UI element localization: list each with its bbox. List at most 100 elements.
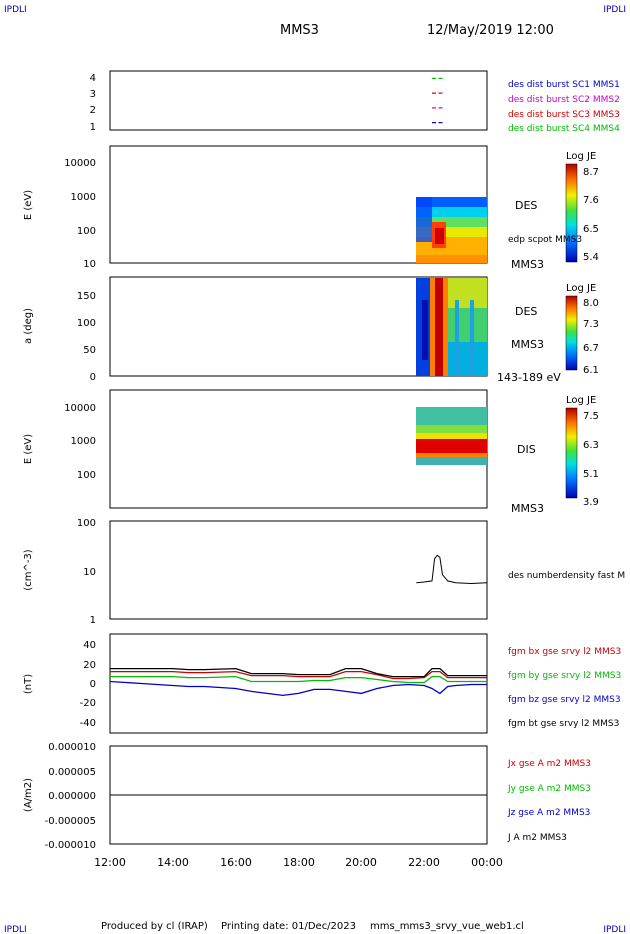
p4-sc-label: MMS3	[511, 502, 544, 515]
p3-ytick-100: 100	[77, 318, 96, 329]
dis-energy-spectrogram	[416, 407, 487, 465]
cbar-tick-p3-1: 7.3	[583, 319, 599, 330]
p5-legend-density: des numberdensity fast M	[508, 571, 625, 581]
p3-ytick-50: 50	[83, 345, 96, 356]
p1-legend-mms2: des dist burst SC2 MMS2	[508, 95, 620, 105]
panel-density-frame	[109, 520, 488, 620]
p6-ytick-20: 20	[83, 660, 96, 671]
p6-ytick-m20: -20	[80, 698, 96, 709]
p7-ytick-4: -0.000005	[45, 816, 96, 827]
header-datetime: 12/May/2019 12:00	[427, 23, 554, 38]
p3-ylabel: a (deg)	[23, 308, 34, 344]
p7-legend-jx: Jx gse A m2 MMS3	[507, 759, 591, 769]
p3-range-label: 143-189 eV	[497, 371, 561, 384]
cbar-tick-p4-3: 3.9	[583, 497, 599, 508]
p4-ytick-100: 100	[77, 470, 96, 481]
p2-ytick-100: 100	[77, 226, 96, 237]
p7-ytick-5: -0.000010	[45, 840, 96, 851]
p6-ylabel: (nT)	[23, 674, 34, 694]
p3-ytick-150: 150	[77, 291, 96, 302]
p4-ytick-10000: 10000	[64, 403, 96, 414]
cbar-title-dis-energy: Log JE	[566, 395, 596, 406]
p1-legend-mms4: des dist burst SC4 MMS4	[508, 124, 620, 134]
time-tick-2000: 20:00	[345, 856, 377, 869]
p1-legend-mms3: des dist burst SC3 MMS3	[508, 110, 620, 120]
panel-bfield-frame	[109, 633, 488, 734]
bfield-line-by	[110, 675, 487, 684]
cbar-tick-p4-2: 5.1	[583, 469, 599, 480]
p3-ytick-0: 0	[90, 372, 96, 383]
cbar-tick-p2-3: 5.4	[583, 252, 599, 263]
time-tick-1800: 18:00	[283, 856, 315, 869]
footer-file-name: mms_mms3_srvy_vue_web1.cl	[370, 921, 524, 932]
chart-marks	[109, 77, 488, 796]
p3-sc-label: MMS3	[511, 338, 544, 351]
p2-sub-label: edp scpot MMS3	[508, 235, 582, 245]
p1-ytick-2: 2	[90, 105, 96, 116]
p2-right-label: DES	[515, 199, 537, 212]
cbar-tick-p3-2: 6.7	[583, 343, 599, 354]
p6-ytick-m40: -40	[80, 718, 96, 729]
time-tick-1600: 16:00	[220, 856, 252, 869]
cbar-tick-p3-3: 6.1	[583, 365, 599, 376]
p6-legend-bx: fgm bx gse srvy l2 MMS3	[508, 647, 621, 657]
p3-right-label: DES	[515, 305, 537, 318]
p2-ytick-1000: 1000	[71, 192, 96, 203]
cbar-tick-p3-0: 8.0	[583, 298, 599, 309]
p4-right-label: DIS	[517, 443, 536, 456]
cbar-tick-p2-2: 6.5	[583, 224, 599, 235]
p1-ytick-4: 4	[90, 73, 96, 84]
corner-tag-bottom-right: IPDLI	[603, 925, 626, 934]
time-tick-0000: 00:00	[471, 856, 503, 869]
p7-ylabel: (A/m2)	[23, 778, 34, 812]
p7-legend-j: J A m2 MMS3	[507, 833, 567, 843]
p7-ytick-2: 0.000005	[48, 767, 96, 778]
des-pitch-spectrogram	[416, 278, 487, 376]
des-energy-spectrogram	[416, 197, 487, 263]
footer-produced-by: Produced by cl (IRAP)	[101, 921, 208, 932]
time-tick-1200: 12:00	[94, 856, 126, 869]
cbar-tick-p2-0: 8.7	[583, 167, 599, 178]
bfield-line-bx	[110, 670, 487, 680]
p2-ytick-10000: 10000	[64, 158, 96, 169]
colorbar-des-pitch	[565, 295, 578, 371]
p6-ytick-0: 0	[90, 679, 96, 690]
p7-ytick-1: 0.000010	[48, 742, 96, 753]
cbar-title-des-pitch: Log JE	[566, 283, 596, 294]
p7-ytick-3: 0.000000	[48, 791, 96, 802]
p6-legend-by: fgm by gse srvy l2 MMS3	[508, 671, 621, 681]
bfield-line-bt	[110, 667, 487, 678]
corner-tag-top-right: IPDLI	[603, 5, 626, 15]
p5-ytick-100: 100	[77, 518, 96, 529]
p2-sc-label: MMS3	[511, 258, 544, 271]
time-tick-1400: 14:00	[157, 856, 189, 869]
p4-ytick-1000: 1000	[71, 436, 96, 447]
panel-burst-frame	[109, 70, 488, 131]
p1-ytick-3: 3	[90, 89, 96, 100]
bfield-line-bz	[109, 680, 487, 697]
p7-legend-jz: Jz gse A m2 MMS3	[507, 808, 590, 818]
p6-ytick-40: 40	[83, 640, 96, 651]
corner-tag-bottom-left: IPDLI	[4, 925, 27, 934]
corner-tag-top-left: IPDLI	[4, 5, 27, 15]
p5-ytick-10: 10	[83, 567, 96, 578]
header-mission: MMS3	[280, 23, 319, 38]
cbar-tick-p4-0: 7.5	[583, 411, 599, 422]
p5-ytick-1: 1	[90, 615, 96, 626]
p2-ytick-10: 10	[83, 259, 96, 270]
cbar-tick-p2-1: 7.6	[583, 195, 599, 206]
p2-ylabel: E (eV)	[23, 190, 34, 220]
p4-ylabel: E (eV)	[23, 434, 34, 464]
footer-printing-date: Printing date: 01/Dec/2023	[221, 921, 356, 932]
p5-ylabel: (cm^-3)	[23, 549, 34, 590]
p6-legend-bt: fgm bt gse srvy l2 MMS3	[508, 719, 619, 729]
density-line	[416, 554, 488, 585]
cbar-tick-p4-1: 6.3	[583, 440, 599, 451]
p7-legend-jy: Jy gse A m2 MMS3	[507, 784, 591, 794]
p6-legend-bz: fgm bz gse srvy l2 MMS3	[508, 695, 621, 705]
cbar-title-des-energy: Log JE	[566, 151, 596, 162]
p1-ytick-1: 1	[90, 122, 96, 133]
time-tick-2200: 22:00	[408, 856, 440, 869]
p1-legend-mms1: des dist burst SC1 MMS1	[508, 80, 620, 90]
